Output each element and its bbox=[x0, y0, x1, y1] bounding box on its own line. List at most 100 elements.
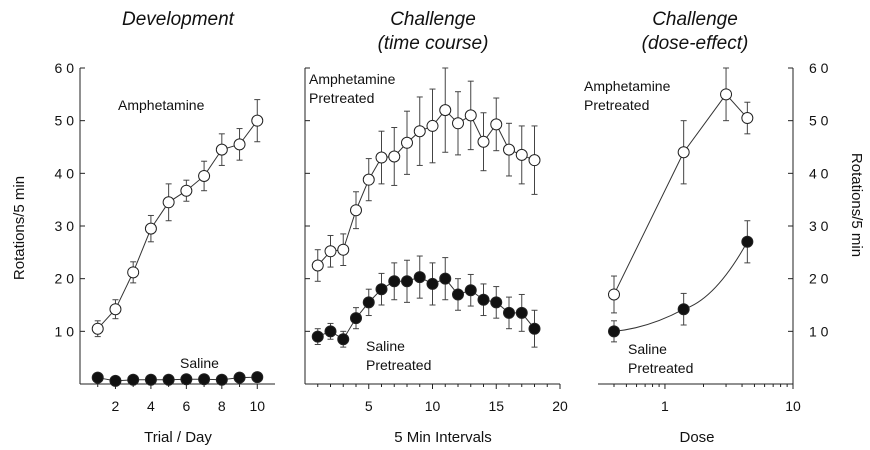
series-line bbox=[613, 93, 748, 295]
filled-circle-point bbox=[350, 312, 362, 325]
open-circle-point bbox=[215, 143, 228, 156]
filled-circle-point bbox=[324, 325, 337, 338]
series-label-line: Pretreated bbox=[366, 357, 431, 373]
chart-title: Challenge bbox=[652, 9, 738, 30]
series-line bbox=[97, 120, 258, 330]
x-tick-label: 6 bbox=[182, 398, 190, 414]
open-circle-point bbox=[477, 135, 490, 148]
y-tick-label: 2 0 bbox=[55, 271, 75, 287]
series-label: Saline bbox=[180, 355, 219, 371]
x-tick-label: 5 bbox=[365, 398, 373, 414]
filled-circle-point bbox=[375, 283, 388, 296]
series-line bbox=[317, 109, 535, 266]
open-circle-point bbox=[401, 136, 413, 149]
filled-circle-point bbox=[109, 374, 122, 387]
filled-circle-point bbox=[251, 371, 264, 384]
y-tick-label: 6 0 bbox=[55, 60, 75, 76]
series-label-line: Saline bbox=[180, 355, 219, 371]
filled-circle-point bbox=[127, 373, 140, 386]
y-tick-label: 1 0 bbox=[809, 323, 829, 339]
open-circle-point bbox=[677, 146, 690, 159]
series-saline: Saline Pretreated bbox=[311, 255, 541, 373]
open-circle-point bbox=[464, 109, 477, 122]
open-circle-point bbox=[490, 118, 503, 131]
chart-panel-1: Development 1 0 2 0 3 0 4 0 5 0 6 0 2 4 6 8 10 Trial… bbox=[11, 9, 275, 446]
series-label: Saline Pretreated bbox=[628, 341, 693, 376]
filled-circle-point bbox=[464, 284, 477, 297]
chart-subtitle: (time course) bbox=[378, 33, 489, 54]
x-axis-label: Trial / Day bbox=[144, 429, 212, 446]
filled-circle-point bbox=[503, 306, 515, 319]
y-tick-label: 3 0 bbox=[809, 218, 829, 234]
filled-circle-point bbox=[607, 325, 620, 338]
series-line bbox=[613, 241, 748, 332]
open-circle-point bbox=[503, 143, 515, 156]
series-label: Saline Pretreated bbox=[366, 338, 431, 373]
open-circle-point bbox=[233, 138, 246, 151]
x-axis-label: 5 Min Intervals bbox=[394, 429, 492, 446]
open-circle-point bbox=[388, 150, 401, 163]
filled-circle-point bbox=[215, 373, 228, 386]
open-circle-point bbox=[91, 322, 104, 335]
filled-circle-point bbox=[144, 373, 157, 386]
open-circle-point bbox=[198, 169, 211, 182]
open-circle-point bbox=[413, 125, 426, 138]
open-circle-point bbox=[426, 119, 439, 132]
y-tick-label: 6 0 bbox=[809, 60, 829, 76]
x-tick-label: 10 bbox=[425, 398, 441, 414]
chart-title: Challenge bbox=[390, 9, 476, 30]
open-circle-point bbox=[607, 288, 620, 301]
chart-panel-3: Challenge (dose-effect) 1 0 2 0 3 0 4 0 5 0 6 0… bbox=[584, 9, 865, 446]
filled-circle-point bbox=[528, 322, 541, 335]
filled-circle-point bbox=[311, 330, 324, 343]
x-tick-label: 20 bbox=[552, 398, 568, 414]
series-label-line: Pretreated bbox=[309, 90, 374, 106]
open-circle-point bbox=[452, 117, 464, 130]
filled-circle-point bbox=[362, 296, 375, 309]
open-circle-point bbox=[311, 259, 324, 272]
filled-circle-point bbox=[401, 275, 413, 288]
open-circle-point bbox=[109, 303, 122, 316]
open-circle-point bbox=[720, 88, 733, 101]
series-label-line: Saline bbox=[366, 338, 405, 354]
y-tick-label: 2 0 bbox=[809, 271, 829, 287]
open-circle-point bbox=[144, 222, 157, 235]
series-amphetamine: Amphetamine bbox=[91, 97, 264, 338]
chart-subtitle: (dose-effect) bbox=[642, 33, 749, 54]
y-axis-label: Rotations/5 min bbox=[11, 176, 28, 280]
filled-circle-point bbox=[413, 271, 426, 284]
series-amphetamine: Amphetamine Pretreated bbox=[309, 67, 541, 282]
series-label-line: Pretreated bbox=[584, 97, 649, 113]
filled-circle-point bbox=[198, 373, 211, 386]
y-tick-label: 4 0 bbox=[55, 165, 75, 181]
filled-circle-point bbox=[233, 371, 246, 384]
chart-panel-2: Challenge (time course) 5 10 15 20 5 Min Inter… bbox=[304, 9, 568, 446]
filled-circle-point bbox=[515, 306, 528, 319]
series-label: Amphetamine Pretreated bbox=[584, 78, 671, 113]
filled-circle-point bbox=[741, 235, 754, 248]
open-circle-point bbox=[350, 204, 362, 217]
open-circle-point bbox=[515, 148, 528, 161]
series-saline: Saline bbox=[91, 355, 264, 387]
series-line bbox=[317, 276, 535, 340]
filled-circle-point bbox=[388, 275, 401, 288]
x-tick-label: 2 bbox=[112, 398, 120, 414]
filled-circle-point bbox=[162, 373, 175, 386]
x-axis-label: Dose bbox=[679, 429, 714, 446]
open-circle-point bbox=[337, 243, 350, 256]
x-tick-label: 15 bbox=[488, 398, 504, 414]
y-tick-label: 1 0 bbox=[55, 323, 75, 339]
open-circle-point bbox=[439, 104, 452, 117]
y-tick-label: 5 0 bbox=[55, 113, 75, 129]
series-label-line: Amphetamine bbox=[118, 97, 205, 113]
open-circle-point bbox=[180, 184, 193, 197]
y-tick-label: 5 0 bbox=[809, 113, 829, 129]
series-label-line: Amphetamine bbox=[584, 78, 671, 94]
filled-circle-point bbox=[439, 272, 452, 285]
filled-circle-point bbox=[490, 296, 503, 309]
filled-circle-point bbox=[337, 333, 350, 346]
y-axis-label: Rotations/5 min bbox=[848, 153, 865, 257]
x-tick-label: 10 bbox=[785, 398, 801, 414]
open-circle-point bbox=[162, 196, 175, 209]
